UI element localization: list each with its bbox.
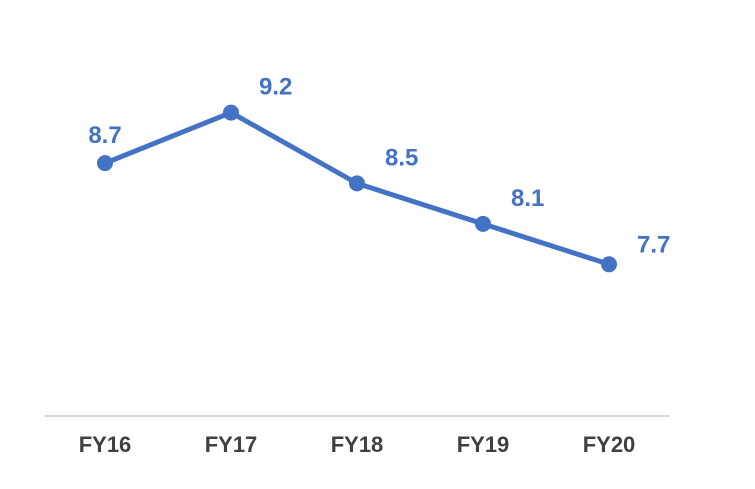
data-point-layer [97,104,617,273]
x-tick-label: FY20 [583,432,636,457]
data-point [475,215,491,232]
data-label: 8.1 [511,185,544,212]
data-label: 7.7 [637,231,670,258]
x-tick-label: FY17 [205,432,258,457]
data-label-layer: 8.7 9.2 8.5 8.1 7.7 [88,74,670,259]
data-point [97,155,113,172]
data-point [349,175,365,192]
data-point [601,256,617,273]
x-axis-tick-layer: FY16 FY17 FY18 FY19 FY20 [79,432,636,457]
data-label: 8.7 [88,122,121,149]
x-tick-label: FY19 [457,432,510,457]
data-label: 8.5 [385,144,418,171]
x-tick-label: FY16 [79,432,132,457]
x-tick-label: FY18 [331,432,384,457]
data-point [223,104,239,121]
data-label: 9.2 [259,74,292,101]
